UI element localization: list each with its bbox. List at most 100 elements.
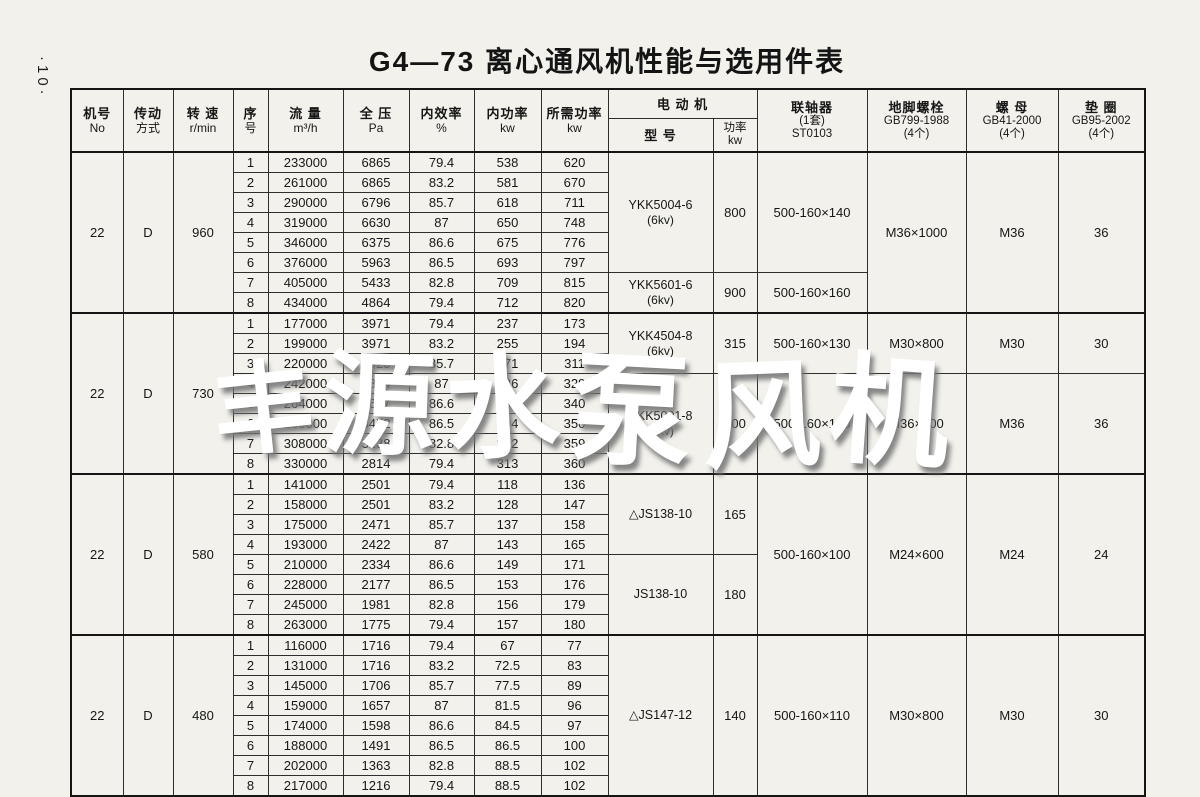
page-number-note: ·10· bbox=[34, 56, 51, 99]
cell-efficiency: 79.4 bbox=[408, 473, 475, 495]
cell-pressure: 4864 bbox=[342, 292, 410, 314]
cell-nut: M36 bbox=[965, 373, 1059, 475]
cell-required-power: 100 bbox=[540, 735, 609, 756]
cell-motor-power: 315 bbox=[712, 312, 758, 374]
cell-required-power: 670 bbox=[540, 172, 609, 193]
cell-pressure: 6796 bbox=[342, 192, 410, 213]
cell-seq: 1 bbox=[232, 473, 269, 495]
cell-seq: 4 bbox=[232, 373, 269, 394]
cell-power: 712 bbox=[473, 292, 542, 314]
col-header-motor-power: 功率 kw bbox=[712, 118, 758, 153]
cell-speed: 730 bbox=[172, 312, 234, 475]
fan-performance-table: 机号 No 传动 方式转 速 r/min 序号流 量 m³/h 全 压 Pa 内效率% 内功率 kw 所… bbox=[70, 88, 1146, 797]
col-header-fan-no: 机号 No bbox=[70, 88, 124, 153]
cell-flow: 308000 bbox=[267, 433, 344, 454]
cell-flow: 202000 bbox=[267, 755, 344, 776]
cell-required-power: 350 bbox=[540, 413, 609, 434]
cell-seq: 4 bbox=[232, 695, 269, 716]
cell-required-power: 176 bbox=[540, 574, 609, 595]
cell-seq: 1 bbox=[232, 634, 269, 656]
cell-seq: 4 bbox=[232, 212, 269, 233]
cell-flow: 233000 bbox=[267, 151, 344, 173]
cell-flow: 286000 bbox=[267, 413, 344, 434]
cell-pressure: 1363 bbox=[342, 755, 410, 776]
cell-motor-power: 140 bbox=[712, 634, 758, 797]
cell-drive: D bbox=[122, 634, 174, 797]
cell-flow: 145000 bbox=[267, 675, 344, 696]
cell-flow: 159000 bbox=[267, 695, 344, 716]
cell-power: 86.5 bbox=[473, 735, 542, 756]
cell-flow: 220000 bbox=[267, 353, 344, 374]
cell-efficiency: 86.5 bbox=[408, 735, 475, 756]
cell-flow: 261000 bbox=[267, 172, 344, 193]
page-title: G4—73 离心通风机性能与选用件表 bbox=[368, 46, 846, 77]
cell-seq: 4 bbox=[232, 534, 269, 555]
cell-power: 538 bbox=[473, 151, 542, 173]
cell-seq: 6 bbox=[232, 735, 269, 756]
cell-speed: 960 bbox=[172, 151, 234, 314]
cell-efficiency: 87 bbox=[408, 534, 475, 555]
cell-speed: 480 bbox=[172, 634, 234, 797]
cell-required-power: 311 bbox=[540, 353, 609, 374]
cell-motor-power: 400 bbox=[712, 373, 758, 475]
cell-efficiency: 86.5 bbox=[408, 574, 475, 595]
cell-efficiency: 82.8 bbox=[408, 755, 475, 776]
cell-power: 128 bbox=[473, 494, 542, 515]
cell-power: 156 bbox=[473, 594, 542, 615]
cell-power: 286 bbox=[473, 373, 542, 394]
cell-flow: 264000 bbox=[267, 393, 344, 414]
cell-seq: 3 bbox=[232, 353, 269, 374]
cell-efficiency: 79.4 bbox=[408, 453, 475, 475]
cell-required-power: 359 bbox=[540, 433, 609, 454]
cell-required-power: 77 bbox=[540, 634, 609, 656]
cell-pressure: 3971 bbox=[342, 312, 410, 334]
cell-pressure: 2501 bbox=[342, 494, 410, 515]
cell-seq: 6 bbox=[232, 413, 269, 434]
cell-required-power: 83 bbox=[540, 655, 609, 676]
cell-coupling: 500-160×140 bbox=[756, 151, 868, 273]
cell-flow: 376000 bbox=[267, 252, 344, 273]
cell-nut: M30 bbox=[965, 634, 1059, 797]
cell-required-power: 165 bbox=[540, 534, 609, 555]
cell-seq: 3 bbox=[232, 675, 269, 696]
cell-power: 88.5 bbox=[473, 755, 542, 776]
cell-pressure: 2501 bbox=[342, 473, 410, 495]
cell-efficiency: 87 bbox=[408, 212, 475, 233]
cell-pressure: 5963 bbox=[342, 252, 410, 273]
cell-pressure: 6375 bbox=[342, 232, 410, 253]
cell-power: 312 bbox=[473, 433, 542, 454]
cell-efficiency: 87 bbox=[408, 373, 475, 394]
cell-flow: 193000 bbox=[267, 534, 344, 555]
cell-power: 255 bbox=[473, 333, 542, 354]
col-header-efficiency: 内效率% bbox=[408, 88, 475, 153]
cell-drive: D bbox=[122, 151, 174, 314]
cell-efficiency: 79.4 bbox=[408, 292, 475, 314]
cell-efficiency: 82.8 bbox=[408, 594, 475, 615]
cell-flow: 116000 bbox=[267, 634, 344, 656]
cell-nut: M30 bbox=[965, 312, 1059, 374]
col-header-motor-group: 电 动 机 bbox=[607, 88, 758, 119]
cell-flow: 158000 bbox=[267, 494, 344, 515]
cell-motor-model: YKK5001-8 (6kv) bbox=[607, 373, 714, 475]
cell-power: 153 bbox=[473, 574, 542, 595]
cell-flow: 228000 bbox=[267, 574, 344, 595]
cell-washer: 36 bbox=[1057, 373, 1146, 475]
cell-efficiency: 83.2 bbox=[408, 333, 475, 354]
cell-seq: 5 bbox=[232, 715, 269, 736]
cell-pressure: 6865 bbox=[342, 172, 410, 193]
cell-coupling: 500-160×100 bbox=[756, 473, 868, 636]
cell-washer: 24 bbox=[1057, 473, 1146, 636]
cell-power: 118 bbox=[473, 473, 542, 495]
cell-power: 77.5 bbox=[473, 675, 542, 696]
cell-pressure: 3697 bbox=[342, 393, 410, 414]
cell-flow: 217000 bbox=[267, 775, 344, 797]
cell-power: 137 bbox=[473, 514, 542, 535]
cell-pressure: 2422 bbox=[342, 534, 410, 555]
cell-required-power: 711 bbox=[540, 192, 609, 213]
cell-seq: 2 bbox=[232, 333, 269, 354]
cell-anchor-bolt: M24×600 bbox=[866, 473, 967, 636]
cell-pressure: 1491 bbox=[342, 735, 410, 756]
cell-flow: 199000 bbox=[267, 333, 344, 354]
cell-coupling: 500-160×140 bbox=[756, 373, 868, 475]
cell-pressure: 2177 bbox=[342, 574, 410, 595]
